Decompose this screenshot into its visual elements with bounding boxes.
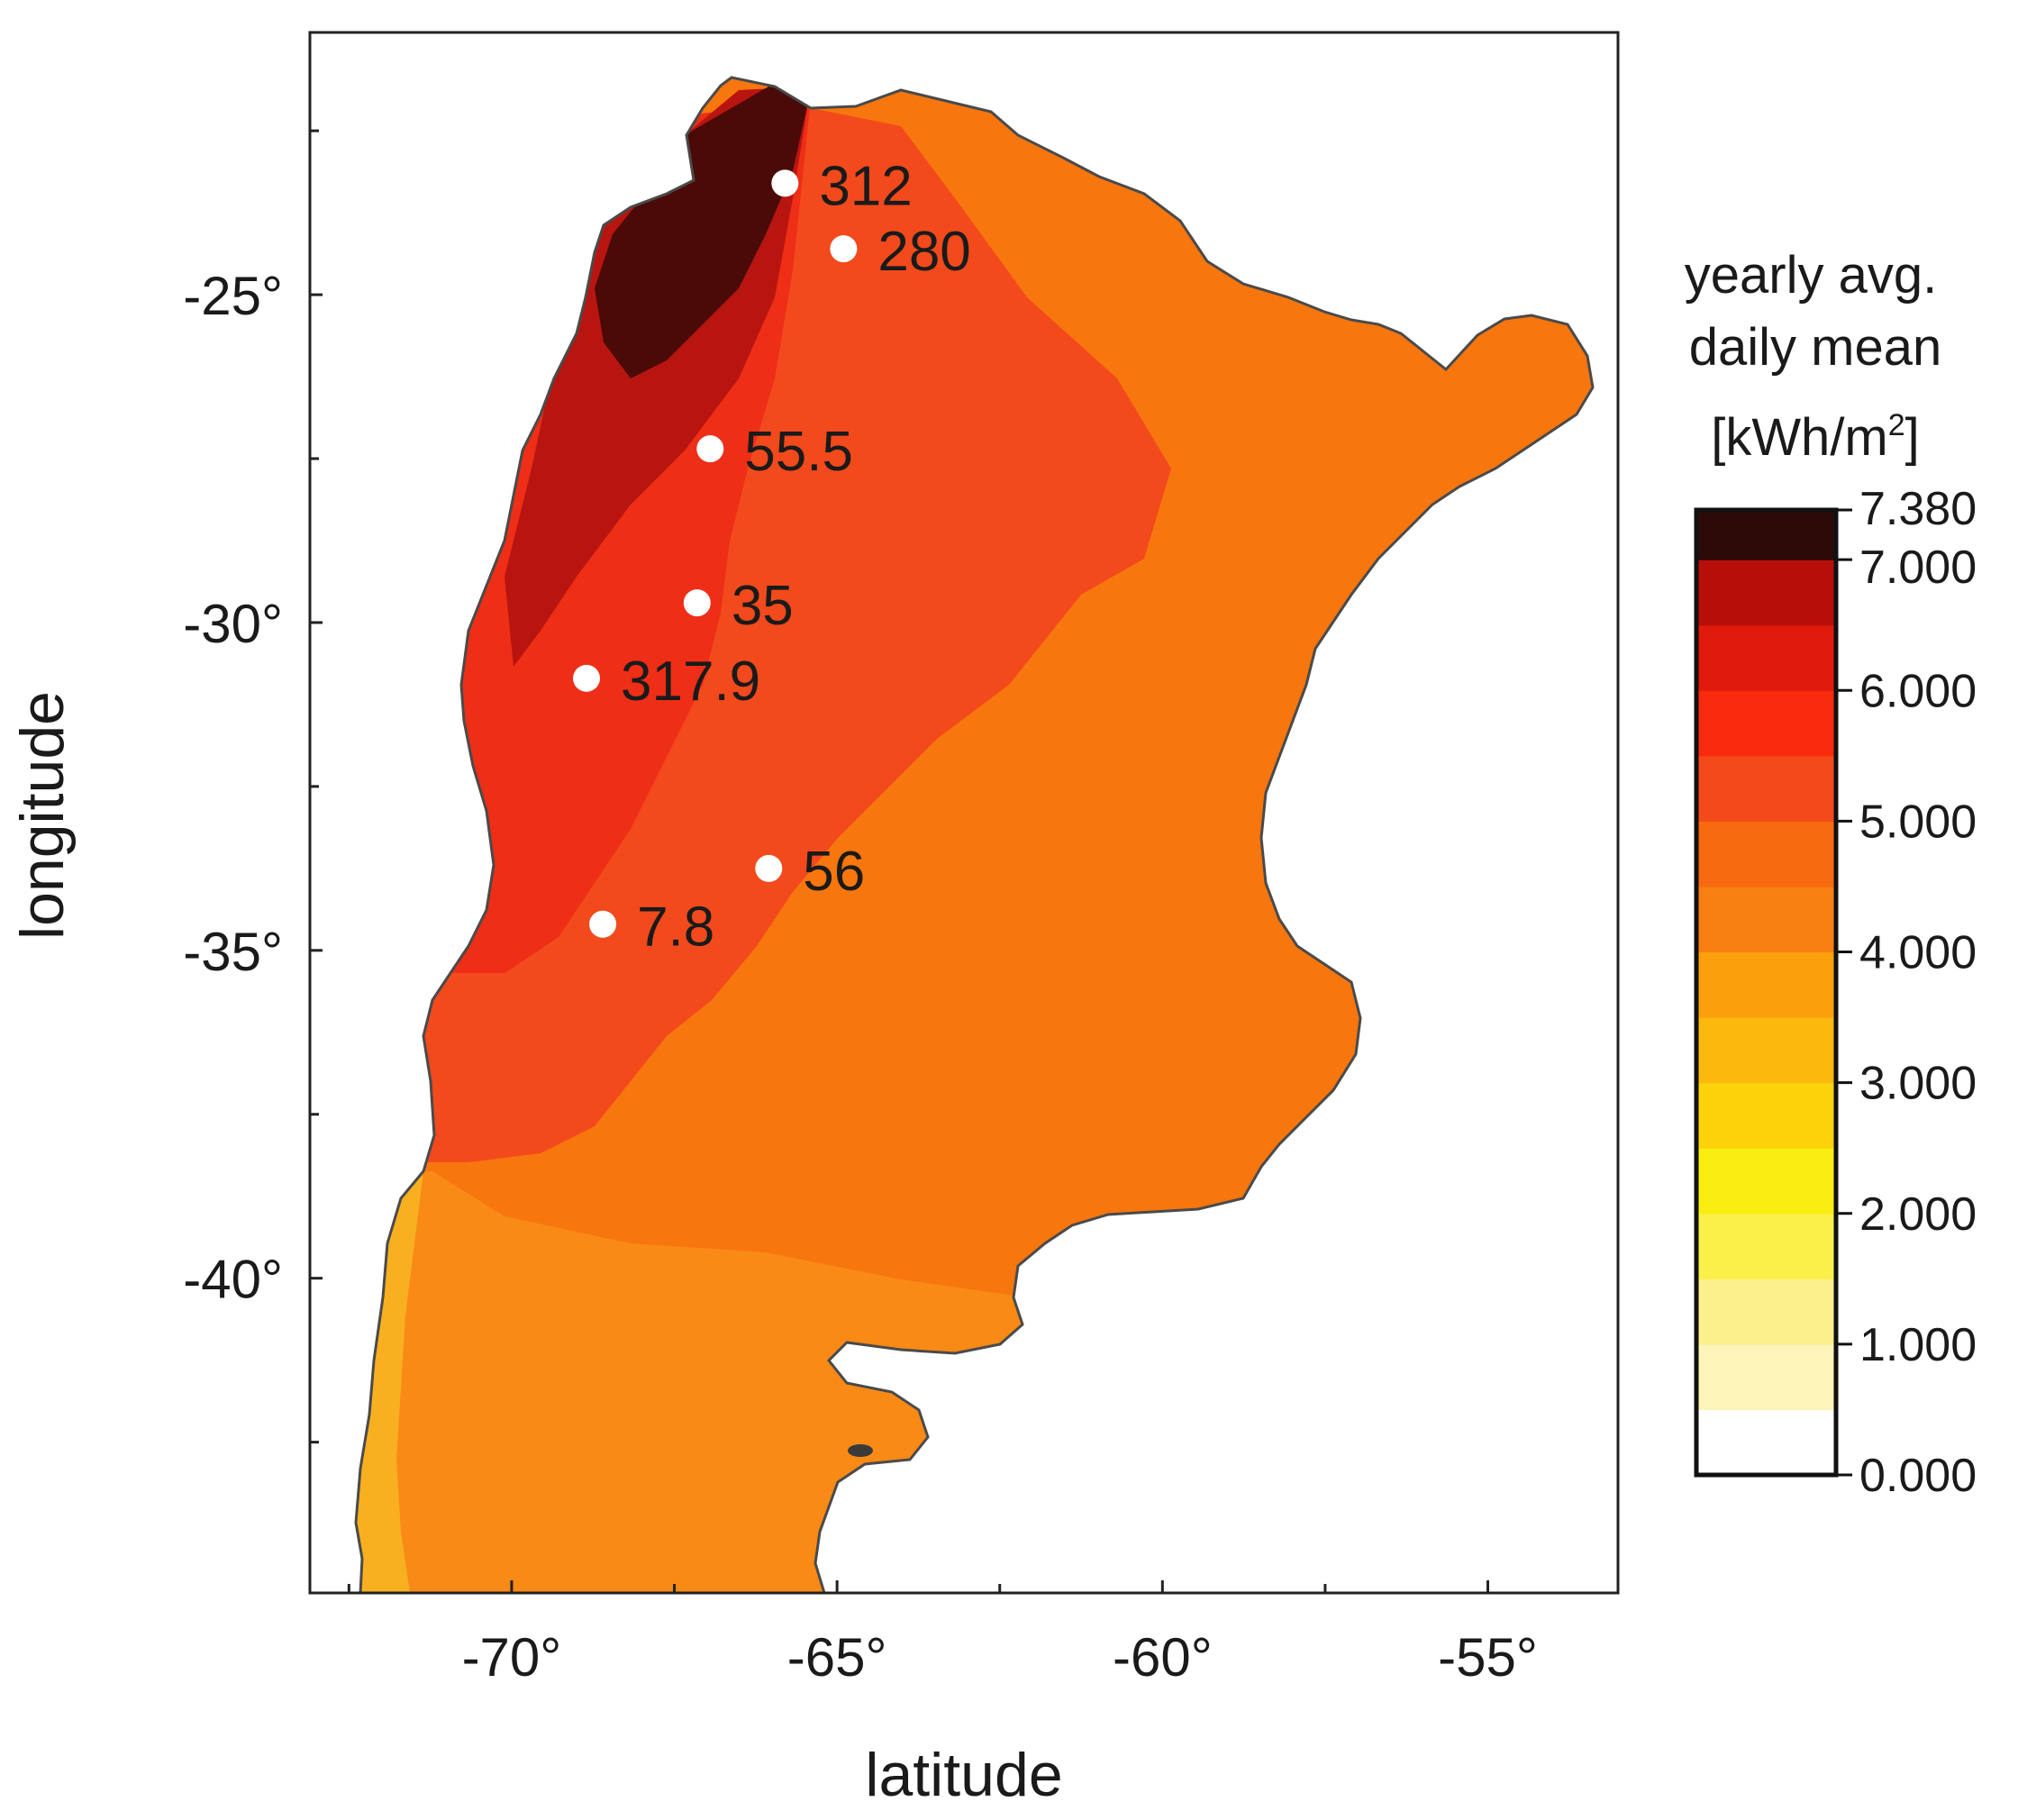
- colorbar-band: [1696, 510, 1836, 560]
- colorbar-tick-label: 7.000: [1859, 541, 1977, 594]
- y-tick-label: -30°: [183, 594, 283, 654]
- colorbar-tick-label: 1.000: [1859, 1319, 1977, 1371]
- colorbar-ticks: 7.380 7.000 6.000 5.000 4.000 3.000 2.000 1.000…: [1834, 483, 1977, 1502]
- colorbar-unit-superscript: 2: [1888, 408, 1905, 442]
- station-marker: [683, 589, 711, 617]
- station-label: 56: [803, 841, 865, 903]
- station-label: 7.8: [637, 896, 714, 959]
- colorbar-band: [1696, 1213, 1836, 1279]
- colorbar-band: [1696, 1343, 1836, 1411]
- colorbar-band: [1696, 755, 1836, 822]
- x-axis: -70° -65° -60° -55°: [347, 1580, 1538, 1688]
- colorbar-band: [1696, 1082, 1836, 1149]
- colorbar-band: [1696, 1017, 1836, 1084]
- colorbar-tick-label: 0.000: [1859, 1450, 1977, 1502]
- colorbar-band: [1696, 560, 1836, 626]
- station-label: 280: [877, 221, 970, 283]
- y-tick-label: -35°: [183, 922, 283, 982]
- colorbar-unit: [kWh/m2]: [1711, 408, 1920, 467]
- y-axis: -25° -30° -35° -40°: [183, 129, 323, 1444]
- station-marker: [771, 169, 799, 197]
- station-marker: [830, 235, 858, 263]
- colorbar-tick-label: 3.000: [1859, 1058, 1977, 1110]
- colorbar-tick-label: 2.000: [1859, 1188, 1977, 1241]
- station-label: 35: [732, 575, 794, 637]
- station-label: 317.9: [621, 651, 760, 713]
- colorbar-frame: [1694, 507, 1839, 1478]
- colorbar-band: [1696, 821, 1836, 887]
- x-tick-label: -70°: [462, 1627, 562, 1688]
- station-marker: [755, 854, 783, 882]
- map-region-puna-darkest: [595, 83, 811, 378]
- x-tick-label: -60°: [1113, 1627, 1213, 1688]
- x-axis-title: latitude: [865, 1741, 1062, 1809]
- colorbar-tick-label: 4.000: [1859, 927, 1977, 979]
- colorbar-tick-label: 6.000: [1859, 665, 1977, 717]
- station-label: 55.5: [744, 421, 853, 483]
- plot-frame: [308, 31, 1620, 1595]
- x-tick-label: -55°: [1438, 1627, 1538, 1688]
- colorbar-band: [1696, 1279, 1836, 1345]
- x-tick-label: -65°: [787, 1627, 887, 1688]
- colorbar-band: [1696, 1409, 1836, 1476]
- country-boundary: [354, 76, 1595, 1593]
- colorbar-unit-close: ]: [1905, 408, 1920, 467]
- colorbar-band: [1696, 624, 1836, 691]
- map-lake: [848, 1444, 873, 1457]
- colorbar-band: [1696, 690, 1836, 757]
- colorbar-band: [1696, 1148, 1836, 1215]
- colorbar-bands: [1696, 510, 1836, 1476]
- colorbar-band: [1696, 886, 1836, 953]
- colorbar: yearly avg. daily mean [kWh/m2] 7.380 7.0…: [1685, 246, 1977, 1502]
- colorbar-title-line-1: yearly avg.: [1685, 246, 1937, 305]
- colorbar-unit-base: [kWh/m: [1711, 408, 1888, 467]
- y-tick-label: -25°: [183, 266, 283, 326]
- colorbar-band: [1696, 951, 1836, 1018]
- y-tick-label: -40°: [183, 1250, 283, 1310]
- station-label: 312: [819, 155, 912, 217]
- station-marker: [589, 910, 617, 938]
- colorbar-title-line-2: daily mean: [1689, 318, 1941, 377]
- colorbar-tick-label: 7.380: [1859, 483, 1977, 535]
- station-marker: [573, 664, 601, 692]
- colorbar-tick-label: 5.000: [1859, 796, 1977, 848]
- y-axis-title: longitude: [8, 691, 77, 940]
- station-marker: [696, 435, 724, 463]
